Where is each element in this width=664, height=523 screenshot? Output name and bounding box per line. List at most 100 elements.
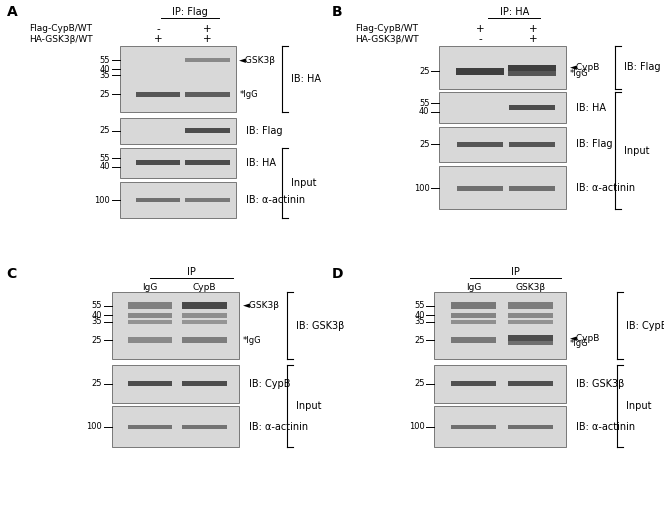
Text: IP: IP xyxy=(511,267,521,277)
Text: 100: 100 xyxy=(414,184,430,193)
Text: 55: 55 xyxy=(419,99,430,108)
Text: Flag-CypB/WT: Flag-CypB/WT xyxy=(355,24,418,33)
Text: D: D xyxy=(332,267,343,281)
Text: Input: Input xyxy=(291,178,317,188)
Text: ◄CypB: ◄CypB xyxy=(570,334,600,343)
Bar xyxy=(434,406,566,447)
Bar xyxy=(440,46,566,89)
Text: IB: CypB: IB: CypB xyxy=(625,321,664,331)
Text: 100: 100 xyxy=(86,423,102,431)
Text: HA-GSK3β/WT: HA-GSK3β/WT xyxy=(29,35,92,44)
Bar xyxy=(451,313,496,318)
Text: 25: 25 xyxy=(92,336,102,345)
Bar xyxy=(185,92,230,97)
Bar xyxy=(457,186,503,191)
Bar xyxy=(508,71,556,76)
Text: -: - xyxy=(156,24,160,34)
Text: Input: Input xyxy=(624,145,649,156)
Text: 55: 55 xyxy=(100,55,110,65)
Text: 25: 25 xyxy=(414,336,425,345)
Bar xyxy=(185,160,230,165)
Bar xyxy=(440,127,566,162)
Bar xyxy=(185,128,230,133)
Text: 35: 35 xyxy=(92,317,102,326)
Bar xyxy=(440,92,566,123)
Bar xyxy=(182,320,226,324)
Bar xyxy=(120,182,236,219)
Bar xyxy=(120,118,236,144)
Bar xyxy=(127,381,173,386)
Bar xyxy=(451,302,496,309)
Text: IB: GSK3β: IB: GSK3β xyxy=(576,379,624,389)
Bar xyxy=(508,335,553,341)
Text: 25: 25 xyxy=(419,66,430,76)
Text: ◄GSK3β: ◄GSK3β xyxy=(242,301,280,310)
Text: 25: 25 xyxy=(100,126,110,135)
Bar xyxy=(182,302,226,309)
Text: 25: 25 xyxy=(414,379,425,389)
Bar xyxy=(112,292,239,359)
Text: IP: HA: IP: HA xyxy=(499,7,529,17)
Bar xyxy=(451,381,496,386)
Bar xyxy=(185,198,230,202)
Bar xyxy=(451,425,496,429)
Text: IB: α-actinin: IB: α-actinin xyxy=(576,183,635,192)
Text: IB: GSK3β: IB: GSK3β xyxy=(296,321,345,331)
Text: 25: 25 xyxy=(92,379,102,389)
Bar xyxy=(451,320,496,324)
Text: IP: IP xyxy=(187,267,196,277)
Bar xyxy=(120,46,236,112)
Text: IgG: IgG xyxy=(466,283,481,292)
Text: -: - xyxy=(478,34,482,44)
Text: 100: 100 xyxy=(409,423,425,431)
Bar xyxy=(127,320,173,324)
Text: IB: HA: IB: HA xyxy=(576,103,606,113)
Text: *IgG: *IgG xyxy=(570,339,588,348)
Bar xyxy=(457,142,503,147)
Text: 100: 100 xyxy=(94,196,110,204)
Text: +: + xyxy=(203,34,212,44)
Bar xyxy=(508,302,553,309)
Bar xyxy=(127,302,173,309)
Text: Input: Input xyxy=(296,401,321,412)
Bar xyxy=(509,142,555,147)
Text: 40: 40 xyxy=(92,311,102,320)
Bar xyxy=(112,366,239,403)
Bar xyxy=(509,186,555,191)
Text: 40: 40 xyxy=(414,311,425,320)
Text: 25: 25 xyxy=(419,140,430,149)
Bar xyxy=(440,166,566,209)
Text: *IgG: *IgG xyxy=(570,69,588,78)
Text: 55: 55 xyxy=(92,301,102,310)
Bar xyxy=(182,381,226,386)
Bar xyxy=(434,292,566,359)
Bar xyxy=(508,425,553,429)
Bar xyxy=(135,198,181,202)
Text: IB: Flag: IB: Flag xyxy=(246,126,282,136)
Bar xyxy=(135,92,181,97)
Text: C: C xyxy=(7,267,17,281)
Text: +: + xyxy=(529,24,538,34)
Text: GSK3β: GSK3β xyxy=(515,283,546,292)
Bar xyxy=(434,366,566,403)
Text: IB: Flag: IB: Flag xyxy=(624,62,661,72)
Bar xyxy=(182,337,226,343)
Text: B: B xyxy=(332,5,343,19)
Bar xyxy=(182,425,226,429)
Text: IB: α-actinin: IB: α-actinin xyxy=(249,422,308,432)
Bar xyxy=(451,337,496,343)
Bar xyxy=(127,313,173,318)
Bar xyxy=(508,65,556,71)
Text: *IgG: *IgG xyxy=(239,89,258,99)
Text: HA-GSK3β/WT: HA-GSK3β/WT xyxy=(355,35,418,44)
Text: 40: 40 xyxy=(100,65,110,74)
Text: IB: CypB: IB: CypB xyxy=(249,379,290,389)
Text: ◄CypB: ◄CypB xyxy=(570,63,600,72)
Text: +: + xyxy=(154,34,162,44)
Bar xyxy=(185,58,230,62)
Bar xyxy=(509,105,555,110)
Text: Flag-CypB/WT: Flag-CypB/WT xyxy=(29,24,92,33)
Bar xyxy=(135,160,181,165)
Bar xyxy=(508,313,553,318)
Text: 40: 40 xyxy=(100,162,110,172)
